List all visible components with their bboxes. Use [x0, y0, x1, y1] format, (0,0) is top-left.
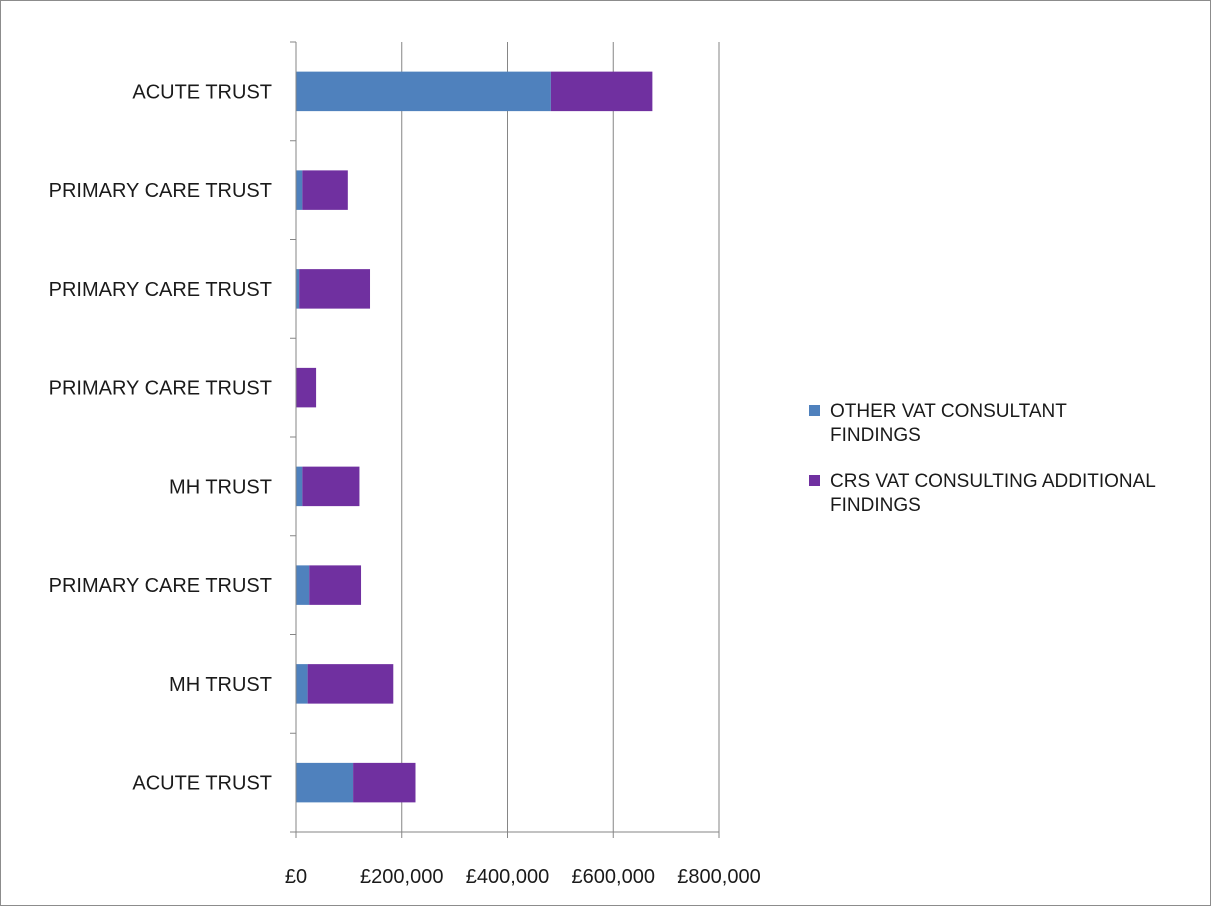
gridlines — [401, 42, 720, 832]
bar-other-vat-consultant — [296, 664, 308, 704]
legend-label: FINDINGS — [830, 425, 921, 446]
bar-other-vat-consultant — [296, 762, 354, 803]
x-tick-label: £0 — [285, 866, 307, 888]
category-label: MH TRUST — [169, 476, 272, 498]
legend-label: FINDINGS — [830, 495, 921, 516]
x-tick-label: £800,000 — [677, 866, 760, 888]
category-label: ACUTE TRUST — [132, 81, 272, 103]
legend-label: OTHER VAT CONSULTANT — [830, 401, 1067, 422]
category-label: PRIMARY CARE TRUST — [49, 279, 272, 301]
legend-label: CRS VAT CONSULTING ADDITIONAL — [830, 471, 1156, 492]
bars — [296, 71, 653, 803]
bar-other-vat-consultant — [296, 269, 300, 309]
bar-crs-vat-consulting — [309, 565, 362, 605]
category-labels: ACUTE TRUST MH TRUST PRIMARY CARE TRUST MH … — [49, 81, 272, 794]
bar-other-vat-consultant — [296, 565, 310, 605]
bar-crs-vat-consulting — [353, 762, 416, 803]
bar-crs-vat-consulting — [307, 664, 394, 704]
bar-crs-vat-consulting — [299, 269, 371, 309]
bar-crs-vat-consulting — [550, 71, 653, 112]
legend-swatch — [809, 475, 820, 486]
category-label: PRIMARY CARE TRUST — [49, 378, 272, 400]
bar-other-vat-consultant — [296, 170, 303, 210]
bar-crs-vat-consulting — [302, 170, 348, 210]
category-label: PRIMARY CARE TRUST — [49, 180, 272, 202]
axes — [290, 41, 720, 838]
bar-crs-vat-consulting — [296, 367, 317, 408]
category-label: MH TRUST — [169, 674, 272, 696]
bar-other-vat-consultant — [296, 466, 303, 507]
legend: OTHER VAT CONSULTANT FINDINGS CRS VAT CONS… — [809, 401, 1156, 516]
category-label: ACUTE TRUST — [132, 773, 272, 795]
category-label: PRIMARY CARE TRUST — [49, 575, 272, 597]
x-tick-label: £600,000 — [572, 866, 655, 888]
x-tick-label: £200,000 — [360, 866, 443, 888]
x-tick-label: £400,000 — [466, 866, 549, 888]
bar-other-vat-consultant — [296, 71, 551, 112]
x-tick-labels: £0 £200,000 £400,000 £600,000 £800,000 — [285, 866, 761, 888]
bar-crs-vat-consulting — [302, 466, 360, 507]
legend-swatch — [809, 405, 820, 416]
